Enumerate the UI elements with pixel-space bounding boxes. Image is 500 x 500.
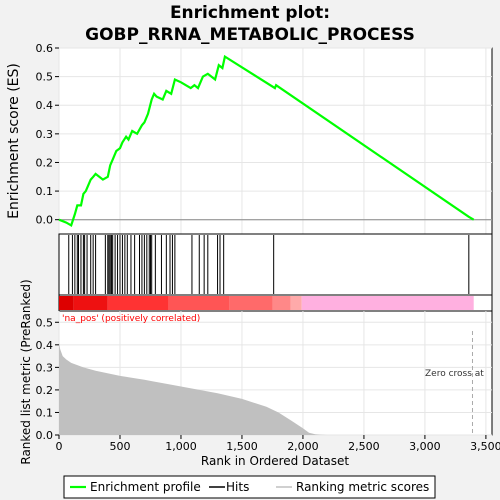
es-tick-label: 0.3 — [36, 128, 54, 141]
enrichment-profile-line — [58, 54, 475, 228]
zero-cross-note: Zero cross at — [425, 369, 484, 379]
es-tick-label: 0.4 — [36, 99, 54, 112]
metric-x-tick-label: 3,500 — [470, 440, 500, 453]
metric-y-tick-label: 0.3 — [36, 361, 54, 374]
legend-frame — [63, 475, 436, 499]
metric-x-tick-label: 1,000 — [165, 440, 197, 453]
metric-y-tick-label: 0.5 — [36, 316, 54, 329]
es-tick-label: 0.0 — [36, 214, 54, 227]
metric-y-ticks: 0.0 0.1 0.2 0.3 0.4 0.5 — [36, 316, 59, 442]
es-panel: 0.0 0.1 0.2 0.3 0.4 0.5 0.6 Enrichment score (… — [6, 42, 493, 235]
ranked-metric-area — [59, 342, 474, 435]
title-line-1: Enrichment plot: — [170, 3, 330, 23]
metric-x-tick-label: 2,500 — [348, 440, 380, 453]
color-bar-segment — [301, 296, 474, 310]
es-tick-label: 0.6 — [36, 42, 54, 55]
metric-x-tick-label: 1,500 — [226, 440, 258, 453]
legend: Enrichment profile Hits Ranking metric s… — [63, 475, 436, 499]
color-bar-segment — [229, 296, 273, 310]
metric-x-tick-label: 0 — [56, 440, 63, 453]
color-bar-segment — [272, 296, 291, 310]
metric-panel: 'na_pos' (positively correlated) Zero cr… — [19, 279, 500, 468]
metric-x-axis-label: Rank in Ordered Dataset — [201, 454, 349, 468]
legend-hits-label: Hits — [226, 480, 249, 494]
metric-y-tick-label: 0.2 — [36, 384, 54, 397]
metric-x-ticks: 0 500 1,000 1,500 2,000 2,500 3,000 3,500 — [56, 435, 500, 453]
color-bar-segment — [107, 296, 169, 310]
metric-x-tick-label: 3,000 — [409, 440, 441, 453]
es-tick-label: 0.2 — [36, 156, 54, 169]
hits-plot-area — [58, 233, 493, 296]
rank-color-bar — [58, 294, 493, 312]
es-grid — [58, 47, 492, 234]
metric-y-tick-label: 0.0 — [36, 429, 54, 442]
es-y-axis-label: Enrichment score (ES) — [6, 63, 22, 219]
metric-y-tick-label: 0.1 — [36, 406, 54, 419]
color-bar-segments — [59, 296, 474, 310]
hits-marks — [68, 235, 470, 294]
color-bar-segment — [290, 296, 302, 310]
metric-x-tick-label: 2,000 — [287, 440, 319, 453]
es-plot-area — [58, 47, 493, 235]
color-bar-segment — [168, 296, 230, 310]
es-tick-label: 0.5 — [36, 71, 54, 84]
metric-x-tick-label: 500 — [109, 440, 130, 453]
hits-panel — [58, 233, 493, 296]
metric-y-axis-label: Ranked list metric (PreRanked) — [19, 279, 33, 464]
legend-enrichment-label: Enrichment profile — [90, 480, 201, 494]
color-bar-segment — [73, 296, 108, 310]
es-tick-label: 0.1 — [36, 185, 54, 198]
es-y-ticks: 0.0 0.1 0.2 0.3 0.4 0.5 0.6 — [36, 42, 59, 227]
positive-correlation-note: 'na_pos' (positively correlated) — [62, 314, 200, 324]
legend-metric-label: Ranking metric scores — [296, 480, 429, 494]
title-line-2: GOBP_RRNA_METABOLIC_PROCESS — [85, 25, 415, 45]
color-bar-segment — [59, 296, 74, 310]
metric-y-tick-label: 0.4 — [36, 339, 54, 352]
